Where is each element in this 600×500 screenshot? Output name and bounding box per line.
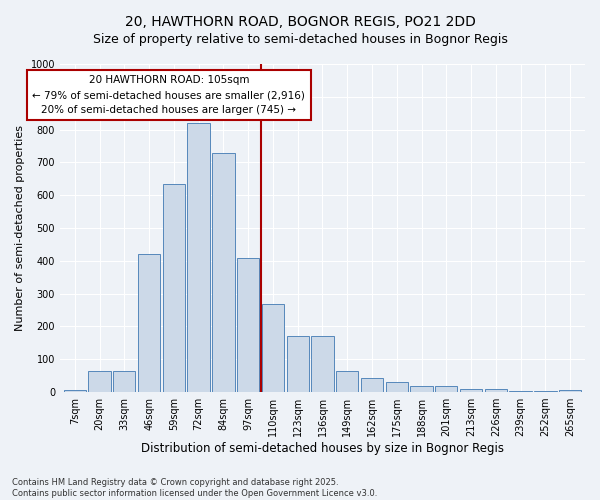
Bar [386,382,408,392]
Bar [237,258,259,392]
Bar [163,184,185,392]
Bar [113,371,136,392]
Bar [262,304,284,392]
Bar [187,123,210,392]
Y-axis label: Number of semi-detached properties: Number of semi-detached properties [15,125,25,331]
Bar [88,371,110,392]
Bar [64,390,86,392]
Bar [336,371,358,392]
Text: 20, HAWTHORN ROAD, BOGNOR REGIS, PO21 2DD: 20, HAWTHORN ROAD, BOGNOR REGIS, PO21 2D… [125,15,475,29]
Bar [435,386,457,392]
Bar [559,390,581,392]
Bar [287,336,309,392]
Bar [361,378,383,392]
X-axis label: Distribution of semi-detached houses by size in Bognor Regis: Distribution of semi-detached houses by … [141,442,504,455]
Bar [410,386,433,392]
Bar [311,336,334,392]
Text: Size of property relative to semi-detached houses in Bognor Regis: Size of property relative to semi-detach… [92,32,508,46]
Bar [460,389,482,392]
Bar [212,152,235,392]
Text: Contains HM Land Registry data © Crown copyright and database right 2025.
Contai: Contains HM Land Registry data © Crown c… [12,478,377,498]
Bar [138,254,160,392]
Bar [485,389,507,392]
Text: 20 HAWTHORN ROAD: 105sqm
← 79% of semi-detached houses are smaller (2,916)
20% o: 20 HAWTHORN ROAD: 105sqm ← 79% of semi-d… [32,76,305,115]
